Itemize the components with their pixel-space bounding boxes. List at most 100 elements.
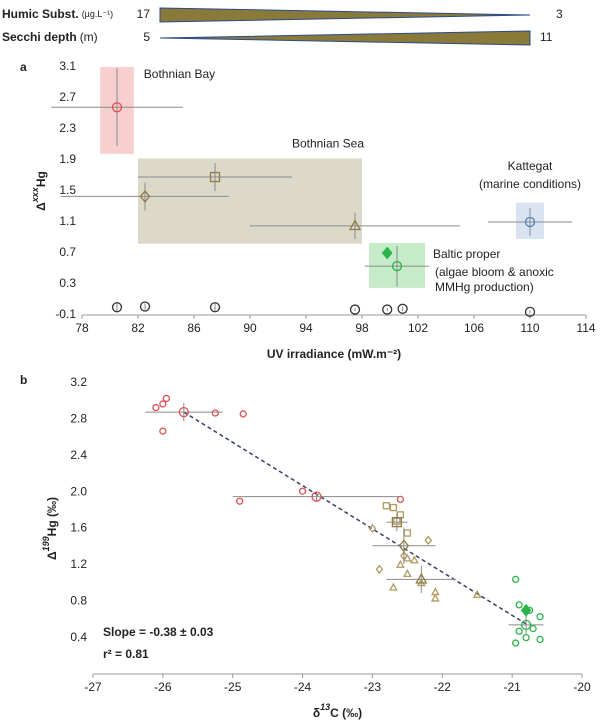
marker [391, 516, 403, 528]
label-part: δ [313, 706, 320, 720]
marker [209, 171, 221, 183]
marker [348, 219, 362, 231]
y-axis-label: ΔxxxHg [30, 171, 48, 211]
marker [515, 601, 523, 609]
y-tick-label: 0.8 [70, 593, 87, 607]
header-unit: (m) [80, 30, 98, 44]
y-tick-label: 1.6 [70, 521, 87, 535]
marker [536, 635, 544, 644]
marker [111, 302, 123, 313]
y-tick-label: 0.4 [70, 630, 87, 644]
x-tick-label: 86 [187, 321, 201, 335]
y-tick-label: 1.2 [70, 557, 87, 571]
x-tick-label: 78 [75, 321, 89, 335]
x-tick-label: 98 [355, 321, 369, 335]
y-tick-label: 1.9 [59, 152, 76, 166]
x-tick-label: -26 [154, 680, 172, 694]
wedge [159, 7, 531, 23]
marker [396, 495, 405, 504]
y-tick-label: 0.3 [59, 276, 76, 290]
label-part: Δ [45, 551, 59, 560]
header-end: 3 [556, 7, 563, 21]
x-tick-label: 82 [131, 321, 145, 335]
marker [520, 619, 532, 631]
label-sup: 199 [41, 536, 51, 551]
marker [430, 593, 440, 602]
marker [211, 409, 219, 417]
y-tick-label: 1.1 [59, 214, 76, 228]
y-tick-label: -0.1 [55, 307, 76, 321]
x-tick-label: -20 [573, 680, 591, 694]
x-tick-label: 90 [243, 321, 257, 335]
x-tick-label: -22 [434, 680, 452, 694]
marker [382, 304, 393, 315]
fit-line [183, 411, 527, 625]
x-tick-label: 114 [576, 321, 595, 335]
marker [524, 306, 536, 318]
x-tick-label: 94 [299, 321, 313, 335]
header-row: Humic Subst. (µg.L⁻¹) [2, 7, 113, 21]
label-sup: 13 [320, 702, 330, 712]
x-tick-label: -23 [364, 680, 382, 694]
marker [415, 572, 428, 584]
region-label: Bothnian Bay [144, 67, 215, 81]
x-axis-label: δ13C (‰) [313, 702, 362, 720]
x-axis-label: UV irradiance (mW.m⁻²) [267, 347, 401, 361]
panel-label: b [20, 373, 27, 387]
marker [391, 261, 403, 272]
marker [178, 406, 189, 418]
marker [396, 511, 405, 519]
marker [159, 400, 167, 408]
y-tick-label: 2.8 [70, 412, 87, 426]
x-tick-label: -24 [294, 680, 312, 694]
y-tick-label: 1.5 [59, 183, 76, 197]
marker [409, 555, 419, 564]
marker [403, 529, 412, 537]
marker [398, 539, 410, 553]
marker [298, 487, 307, 495]
x-tick-label: 106 [464, 321, 484, 335]
label-part: Hg [34, 171, 48, 187]
marker [162, 394, 171, 403]
marker [536, 613, 544, 621]
x-tick-label: 110 [520, 321, 539, 335]
y-tick-label: 2.7 [59, 90, 76, 104]
label-part: Δ [34, 202, 48, 211]
marker [139, 190, 151, 203]
marker [375, 564, 384, 575]
marker [524, 216, 536, 228]
marker [402, 569, 412, 578]
region-label: Bothnian Sea [292, 137, 364, 151]
marker [139, 301, 151, 312]
y-tick-label: 2.3 [59, 121, 76, 135]
header-label: Humic Subst. [2, 7, 79, 21]
y-tick-label: 3.2 [70, 375, 87, 389]
region-note: (algae bloom & anoxic [435, 265, 554, 279]
region-note: MMHg production) [435, 280, 534, 294]
region-note: (marine conditions) [479, 177, 581, 191]
marker [424, 535, 433, 545]
marker [159, 427, 167, 435]
marker [209, 302, 221, 313]
header-start: 5 [143, 30, 150, 44]
marker [368, 523, 377, 534]
x-tick-label: -21 [503, 680, 521, 694]
marker [382, 502, 391, 510]
header-unit: (µg.L⁻¹) [82, 9, 113, 19]
y-axis-label: Δ199Hg (‰) [41, 497, 59, 560]
marker [520, 603, 532, 617]
marker [515, 627, 523, 635]
y-tick-label: 2.4 [70, 448, 87, 462]
header-end: 11 [540, 30, 553, 44]
marker [472, 589, 482, 598]
y-tick-label: 2.0 [70, 484, 87, 498]
marker [402, 553, 412, 562]
label-part: Hg (‰) [45, 497, 59, 536]
marker [111, 102, 123, 113]
header-start: 17 [137, 7, 151, 21]
wedge [159, 30, 531, 46]
marker [511, 575, 520, 584]
region-box [138, 158, 362, 244]
marker [511, 639, 520, 647]
marker [381, 246, 393, 260]
